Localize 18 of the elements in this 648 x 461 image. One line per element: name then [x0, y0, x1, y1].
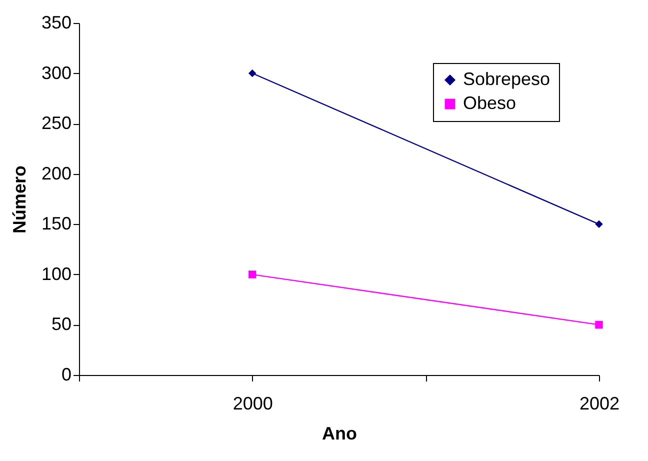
point — [595, 220, 603, 228]
legend-label: Sobrepeso — [463, 69, 550, 89]
y-tick-label: 150 — [41, 214, 72, 234]
y-tick-label: 350 — [41, 12, 72, 32]
y-tick-label: 300 — [41, 62, 72, 83]
y-tick-label: 0 — [61, 364, 72, 384]
y-tick-label: 250 — [41, 113, 72, 134]
x-axis-title: Ano — [322, 424, 357, 444]
point — [248, 69, 256, 78]
y-tick-label: 50 — [51, 314, 72, 334]
point — [595, 320, 603, 329]
y-axis-title: Número — [9, 165, 30, 234]
y-tick-label: 100 — [41, 264, 72, 284]
x-tick-label: 2002 — [579, 394, 620, 414]
x-tick-label: 2000 — [232, 394, 273, 414]
legend-label: Obeso — [463, 93, 516, 113]
point — [248, 270, 256, 278]
y-tick-label: 200 — [41, 163, 72, 184]
